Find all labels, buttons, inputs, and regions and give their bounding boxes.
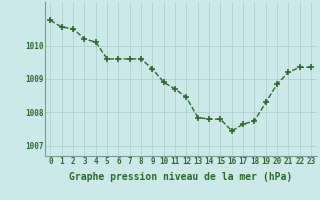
X-axis label: Graphe pression niveau de la mer (hPa): Graphe pression niveau de la mer (hPa) (69, 172, 292, 182)
